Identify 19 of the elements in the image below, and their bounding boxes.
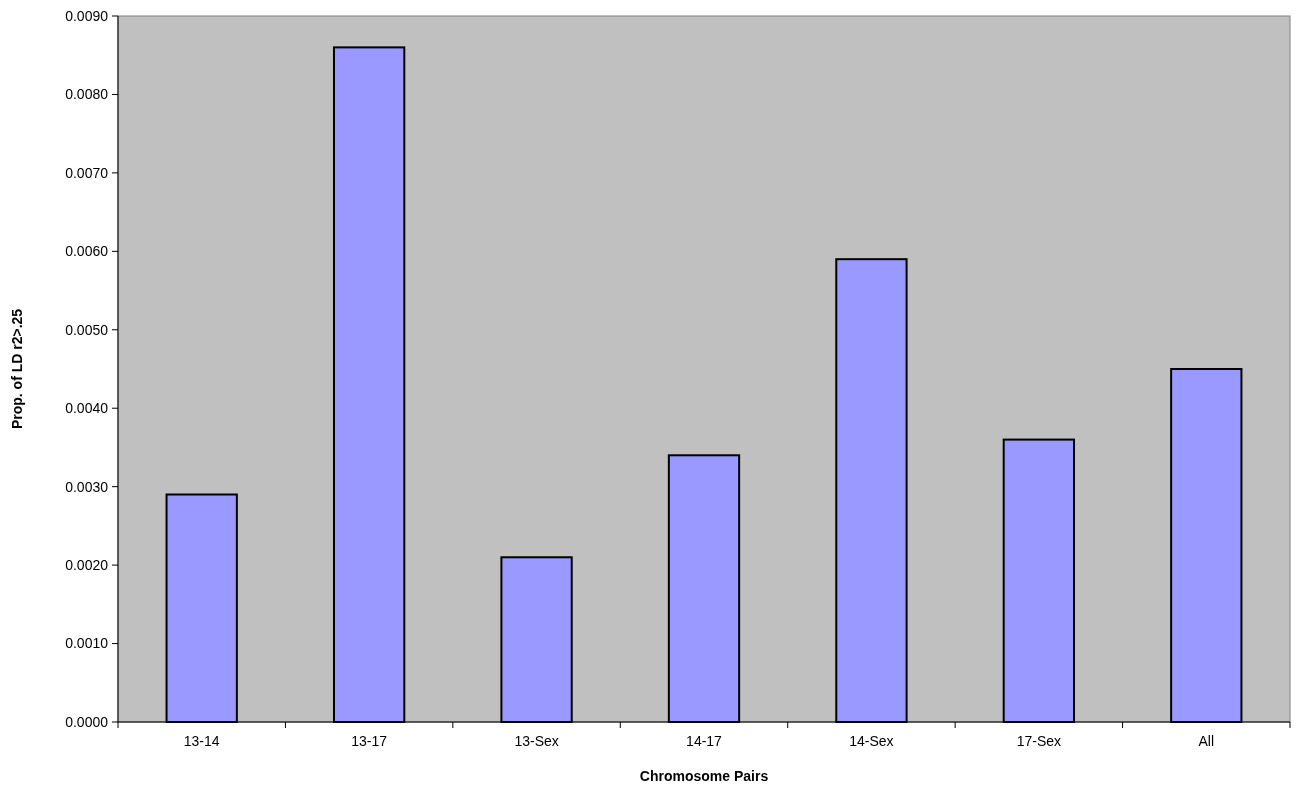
y-tick-label: 0.0060 [65,243,109,260]
y-tick-label: 0.0020 [65,557,109,574]
y-tick-label: 0.0000 [65,713,109,730]
y-tick-label: 0.0090 [65,7,109,24]
x-axis-title: Chromosome Pairs [639,768,769,784]
y-tick-label: 0.0050 [65,321,109,338]
x-tick-label: 14-Sex [849,733,894,749]
x-tick-label: 17-Sex [1016,733,1062,749]
y-tick-label: 0.0080 [65,86,109,103]
x-tick-label: 14-17 [686,733,723,749]
x-tick-label: 13-17 [351,733,388,749]
x-tick-label: All [1198,733,1215,749]
y-tick-label: 0.0040 [65,400,109,417]
y-tick-label: 0.0030 [65,478,109,495]
y-tick-label: 0.0070 [65,164,109,181]
y-axis-title: Prop. of LD r2>.25 [9,308,25,430]
y-tick-label: 0.0010 [65,635,109,652]
x-tick-label: 13-Sex [514,733,559,749]
x-tick-label: 13-14 [183,733,220,749]
